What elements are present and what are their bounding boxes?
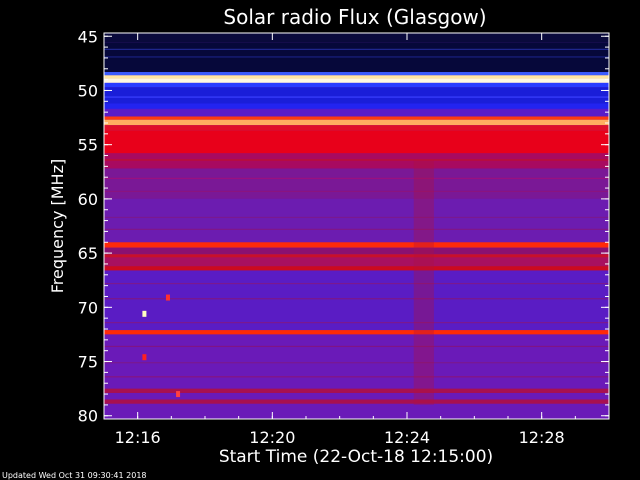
emission-line-0 — [104, 48, 609, 50]
y-tick-label-4: 65 — [78, 244, 98, 263]
frequency-band-11 — [104, 125, 609, 131]
emission-line-10 — [104, 322, 609, 324]
emission-line-6 — [104, 216, 609, 219]
y-tick-label-6: 75 — [78, 353, 98, 372]
emission-line-11 — [104, 345, 609, 348]
frequency-band-12 — [104, 130, 609, 154]
frequency-band-2 — [104, 72, 609, 76]
x-tick-label-1: 12:20 — [249, 428, 295, 447]
frequency-band-27 — [104, 403, 609, 419]
frequency-band-6 — [104, 87, 609, 104]
y-tick-label-1: 50 — [78, 81, 98, 100]
x-tick-label-0: 12:16 — [115, 428, 161, 447]
y-tick-label-2: 55 — [78, 136, 98, 155]
y-tick-label-3: 60 — [78, 190, 98, 209]
burst-spot-1 — [142, 354, 147, 361]
frequency-band-24 — [104, 388, 609, 393]
emission-line-3 — [104, 159, 609, 161]
emission-line-7 — [104, 228, 609, 230]
x-axis-label: Start Time (22-Oct-18 12:15:00) — [219, 447, 493, 467]
emission-line-13 — [104, 376, 609, 378]
frequency-band-4 — [104, 78, 609, 83]
frequency-band-23 — [104, 334, 609, 389]
x-axis: 12:16 12:20 12:24 12:28 — [103, 33, 610, 447]
frequency-band-5 — [104, 82, 609, 88]
chart-title: Solar radio Flux (Glasgow) — [223, 5, 486, 29]
emission-line-8 — [104, 282, 609, 285]
emission-line-4 — [104, 177, 609, 179]
update-footer: Updated Wed Oct 31 09:30:41 2018 — [2, 471, 147, 480]
frequency-band-7 — [104, 103, 609, 109]
y-axis: 45 50 55 60 65 70 75 80 — [78, 27, 609, 426]
burst-spot-3 — [176, 391, 181, 398]
frequency-band-19 — [104, 257, 609, 267]
frequency-band-26 — [104, 399, 609, 404]
frequency-band-10 — [104, 119, 609, 126]
frequency-band-14 — [104, 168, 609, 199]
plot-area — [104, 33, 609, 419]
x-tick-label-2: 12:24 — [384, 428, 430, 447]
emission-line-12 — [104, 362, 609, 364]
x-tick-label-3: 12:28 — [519, 428, 565, 447]
frequency-band-8 — [104, 108, 609, 117]
y-axis-label: Frequency [MHz] — [48, 159, 67, 293]
y-tick-label-7: 80 — [78, 407, 98, 426]
y-tick-label-5: 70 — [78, 298, 98, 317]
plot-frame — [103, 32, 610, 420]
emission-line-9 — [104, 298, 609, 300]
frequency-band-9 — [104, 116, 609, 120]
frequency-band-25 — [104, 392, 609, 400]
frequency-band-21 — [104, 270, 609, 331]
emission-line-5 — [104, 190, 609, 193]
y-tick-label-0: 45 — [78, 27, 98, 46]
frequency-band-20 — [104, 266, 609, 271]
frequency-band-15 — [104, 198, 609, 243]
frequency-band-16 — [104, 242, 609, 248]
emission-line-1 — [104, 56, 609, 58]
frequency-band-13 — [104, 153, 609, 169]
frequency-band-22 — [104, 330, 609, 335]
frequency-band-18 — [104, 254, 609, 258]
burst-column — [413, 160, 434, 405]
frequency-band-0 — [104, 33, 609, 43]
frequency-band-3 — [104, 75, 609, 79]
frequency-band-17 — [104, 247, 609, 255]
burst-spot-0 — [142, 310, 147, 317]
burst-spot-2 — [165, 294, 170, 301]
emission-line-2 — [104, 96, 609, 98]
